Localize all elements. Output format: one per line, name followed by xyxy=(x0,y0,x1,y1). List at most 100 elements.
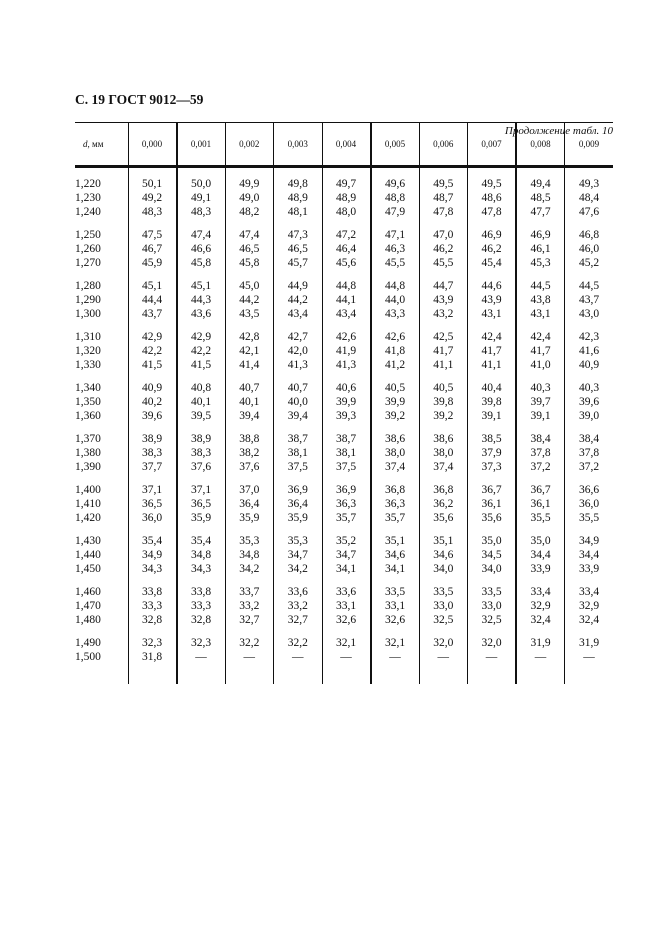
diameter-cell: 1,300 xyxy=(75,308,101,320)
value-cell: 40,4 xyxy=(467,381,516,395)
value-cell: — xyxy=(467,650,516,664)
value-cell: — xyxy=(515,650,565,664)
spacer-cell xyxy=(273,627,322,636)
value-cell: 43,5 xyxy=(224,307,274,321)
value-cell: 42,2 xyxy=(127,344,177,358)
value-cell: 32,1 xyxy=(369,636,419,650)
value-cell: 36,7 xyxy=(467,483,516,497)
value-cell: 40,3 xyxy=(564,381,613,395)
column-header: 0,003 xyxy=(273,122,322,168)
value-cell: 32,1 xyxy=(321,636,371,650)
value-cell: 32,6 xyxy=(321,613,371,627)
spacer-cell xyxy=(75,525,128,534)
diameter-cell: 1,390 xyxy=(75,461,101,473)
value-cell: 38,6 xyxy=(369,432,419,446)
row-spacer xyxy=(75,664,613,684)
spacer-cell xyxy=(321,166,371,177)
spacer-cell xyxy=(321,474,371,483)
value-cell: 35,6 xyxy=(467,511,516,525)
spacer-cell xyxy=(175,525,225,534)
value-cell: 40,9 xyxy=(564,358,613,372)
diameter-cell: 1,290 xyxy=(75,294,101,306)
value-cell: 36,2 xyxy=(418,497,468,511)
value-cell: 45,2 xyxy=(564,256,613,270)
value-cell: 42,4 xyxy=(515,330,565,344)
value-cell: 33,3 xyxy=(127,599,177,613)
value-cell: 34,2 xyxy=(224,562,274,576)
spacer-cell xyxy=(175,219,225,228)
value-cell: 36,8 xyxy=(418,483,468,497)
value-cell: 43,2 xyxy=(418,307,468,321)
value-cell: 39,6 xyxy=(127,409,177,423)
table-row: 1,400 37,1 37,1 37,0 36,9 36,9 36,8 36,8 36,7 36,… xyxy=(75,483,613,497)
value-cell: 43,4 xyxy=(273,307,322,321)
value-cell: 32,8 xyxy=(175,613,225,627)
spacer-cell xyxy=(273,664,322,684)
spacer-cell xyxy=(273,166,322,177)
spacer-cell xyxy=(467,166,516,177)
spacer-cell xyxy=(321,321,371,330)
value-cell: 46,5 xyxy=(273,242,322,256)
value-cell: 47,9 xyxy=(369,205,419,219)
value-cell: 36,8 xyxy=(369,483,419,497)
value-cell: 42,8 xyxy=(224,330,274,344)
value-cell: 32,9 xyxy=(564,599,613,613)
value-cell: 49,1 xyxy=(175,191,225,205)
column-header: 0,008 xyxy=(515,122,565,168)
diameter-cell: 1,460 xyxy=(75,586,101,598)
spacer-cell xyxy=(564,270,613,279)
spacer-cell xyxy=(224,664,274,684)
value-cell: 34,7 xyxy=(273,548,322,562)
spacer-cell xyxy=(127,664,177,684)
value-cell: 42,3 xyxy=(564,330,613,344)
spacer-cell xyxy=(224,321,274,330)
diameter-cell: 1,410 xyxy=(75,498,101,510)
value-cell: 37,4 xyxy=(369,460,419,474)
value-cell: 38,1 xyxy=(273,446,322,460)
value-cell: 33,0 xyxy=(467,599,516,613)
value-cell: 49,8 xyxy=(273,177,322,191)
value-cell: 49,6 xyxy=(369,177,419,191)
value-cell: 39,3 xyxy=(321,409,371,423)
row-spacer xyxy=(75,525,613,534)
spacer-cell xyxy=(224,372,274,381)
value-cell: 46,3 xyxy=(369,242,419,256)
value-cell: 47,1 xyxy=(369,228,419,242)
value-cell: 49,4 xyxy=(515,177,565,191)
spacer-cell xyxy=(175,664,225,684)
value-cell: 33,9 xyxy=(564,562,613,576)
spacer-cell xyxy=(75,474,128,483)
spacer-cell xyxy=(273,525,322,534)
value-cell: 36,9 xyxy=(321,483,371,497)
spacer-cell xyxy=(564,166,613,177)
row-spacer xyxy=(75,166,613,177)
value-cell: 37,1 xyxy=(127,483,177,497)
spacer-cell xyxy=(175,372,225,381)
diameter-cell: 1,330 xyxy=(75,359,101,371)
table-row: 1,230 49,2 49,1 49,0 48,9 48,9 48,8 48,7 48,6 48,… xyxy=(75,191,613,205)
value-cell: 34,1 xyxy=(369,562,419,576)
row-spacer xyxy=(75,423,613,432)
value-cell: 44,8 xyxy=(369,279,419,293)
value-cell: 37,1 xyxy=(175,483,225,497)
value-cell: 40,8 xyxy=(175,381,225,395)
spacer-cell xyxy=(127,576,177,585)
value-cell: 47,5 xyxy=(127,228,177,242)
value-cell: 38,2 xyxy=(224,446,274,460)
spacer-cell xyxy=(418,166,468,177)
spacer-cell xyxy=(515,627,565,636)
value-cell: 41,9 xyxy=(321,344,371,358)
diameter-cell: 1,440 xyxy=(75,549,101,561)
value-cell: 39,2 xyxy=(369,409,419,423)
value-cell: 37,5 xyxy=(273,460,322,474)
value-cell: 42,7 xyxy=(273,330,322,344)
value-cell: 42,5 xyxy=(418,330,468,344)
value-cell: 46,6 xyxy=(175,242,225,256)
value-cell: 33,3 xyxy=(175,599,225,613)
value-cell: 46,7 xyxy=(127,242,177,256)
value-cell: 44,4 xyxy=(127,293,177,307)
value-cell: 37,2 xyxy=(515,460,565,474)
diameter-cell: 1,230 xyxy=(75,192,101,204)
value-cell: 32,3 xyxy=(175,636,225,650)
column-header: 0,000 xyxy=(127,122,177,168)
